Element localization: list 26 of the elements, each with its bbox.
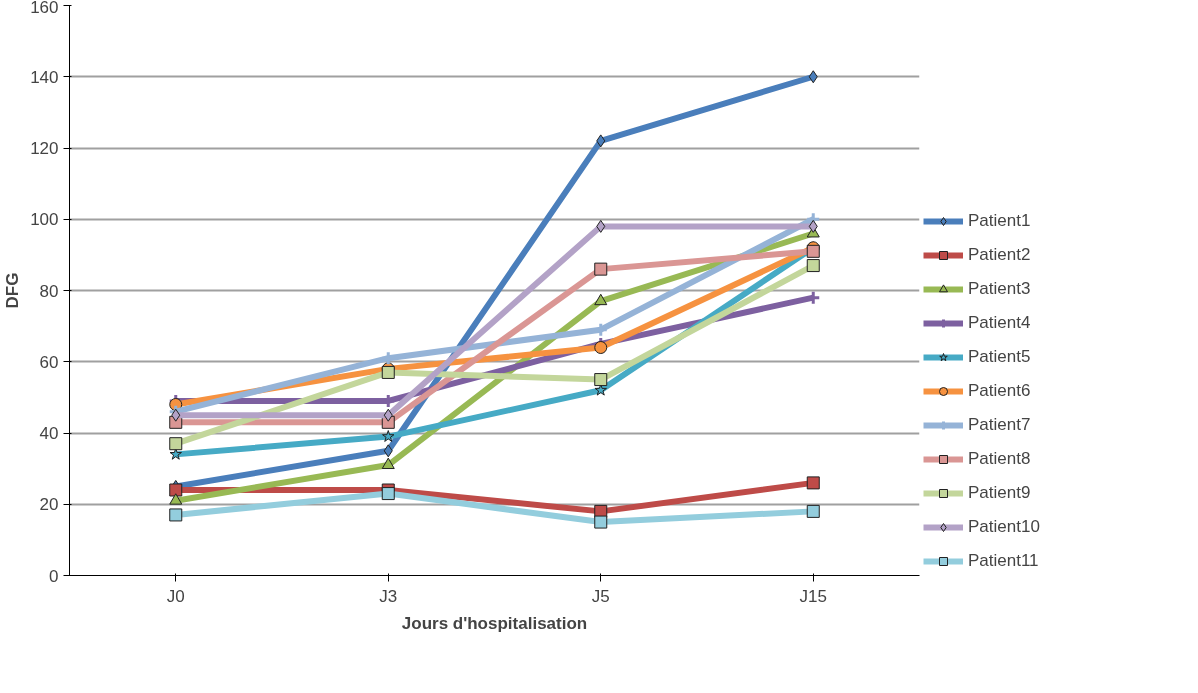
- legend-label: Patient9: [968, 483, 1032, 503]
- legend-label: Patient2: [968, 245, 1032, 265]
- y-tick-label: 40: [39, 424, 59, 443]
- y-tick-label: 140: [30, 67, 59, 87]
- y-tick-label: 160: [30, 0, 59, 17]
- y-axis-title: DFG: [3, 272, 23, 309]
- legend-label: Patient10: [968, 517, 1040, 537]
- x-tick-label: J3: [379, 586, 398, 606]
- y-tick-label: 100: [30, 210, 59, 230]
- legend-label: Patient1: [968, 211, 1032, 231]
- x-axis-title: Jours d'hospitalisation: [401, 613, 588, 633]
- legend-label: Patient5: [968, 347, 1032, 367]
- legend-label: Patient8: [968, 449, 1032, 469]
- legend-label: Patient7: [968, 415, 1032, 435]
- x-tick-label: J5: [591, 586, 610, 606]
- y-tick-label: 20: [39, 495, 59, 515]
- y-tick-label: 0: [49, 566, 59, 586]
- legend-label: Patient3: [968, 279, 1032, 299]
- legend-label: Patient4: [968, 313, 1032, 333]
- x-tick-label: J15: [799, 586, 827, 606]
- x-tick-label: J0: [166, 586, 185, 606]
- y-tick-label: 60: [39, 352, 59, 372]
- y-tick-label: 120: [30, 139, 59, 158]
- legend-label: Patient6: [968, 381, 1032, 401]
- y-tick-label: 80: [39, 281, 59, 301]
- legend-label: Patient11: [968, 551, 1039, 571]
